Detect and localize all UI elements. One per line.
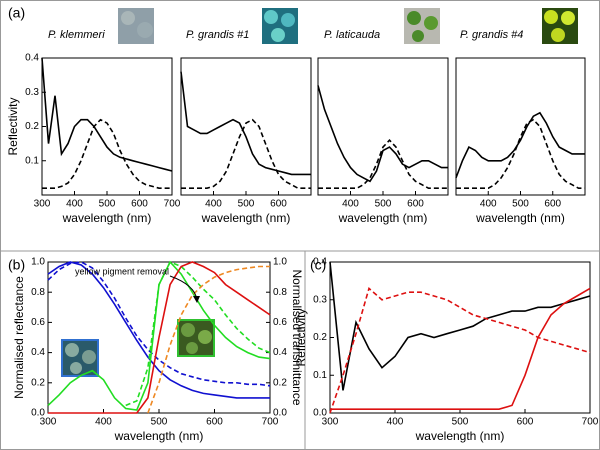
series-line — [318, 139, 448, 189]
y-tick-label: 0.4 — [25, 53, 39, 64]
plot-frame — [329, 261, 591, 414]
y2-tick-label: 0.6 — [273, 317, 287, 328]
y2-tick-label: 1.0 — [273, 257, 287, 268]
x-tick-label: 700 — [262, 417, 279, 428]
series-line — [180, 71, 311, 176]
y-axis-label: Reflectivity — [6, 97, 20, 155]
panel-label: (a) — [8, 5, 25, 21]
y-tick-label: 0.8 — [31, 287, 45, 298]
series-line — [147, 265, 270, 414]
x-axis-label: wavelength (nm) — [415, 429, 505, 443]
x-tick-label: 600 — [131, 199, 148, 210]
x-tick-label: 600 — [206, 417, 223, 428]
y-tick-label: 0.3 — [313, 294, 327, 305]
y-tick-label: 0.2 — [25, 121, 39, 132]
series-line — [48, 261, 271, 414]
chart-title: P. klemmeri — [48, 29, 105, 41]
x-tick-label: 600 — [407, 199, 424, 210]
thumbnail — [61, 319, 215, 377]
annotation: yellow pigment removal — [75, 266, 169, 276]
x-axis-label: wavelength (nm) — [201, 211, 291, 225]
y2-axis-label: Normalised transmittance — [290, 269, 304, 405]
x-tick-label: 500 — [452, 417, 469, 428]
x-tick-label: 500 — [375, 199, 392, 210]
chart-title: P. laticauda — [324, 29, 380, 41]
y-tick-label: 0.1 — [313, 370, 327, 381]
y2-tick-label: 0.0 — [273, 408, 287, 419]
x-tick-label: 300 — [34, 199, 51, 210]
x-tick-label: 300 — [40, 417, 57, 428]
x-tick-label: 500 — [99, 199, 116, 210]
y-axis-label: Normalised reflectance — [12, 276, 26, 399]
x-tick-label: 400 — [480, 199, 497, 210]
x-tick-label: 400 — [66, 199, 83, 210]
series-line — [329, 286, 591, 414]
y-tick-label: 1.0 — [31, 257, 45, 268]
panel-label: (b) — [8, 257, 25, 273]
series-line — [330, 287, 591, 410]
x-axis-label: wavelength (nm) — [475, 211, 565, 225]
x-tick-label: 600 — [544, 199, 561, 210]
panel-label: (c) — [310, 257, 326, 273]
series-line — [41, 57, 173, 172]
arrow-head — [193, 296, 200, 303]
y2-tick-label: 0.2 — [273, 377, 287, 388]
x-tick-label: 400 — [95, 417, 112, 428]
series-line — [125, 260, 271, 407]
series-line — [455, 111, 585, 179]
series-line — [181, 118, 311, 189]
y-tick-label: 0.2 — [313, 332, 327, 343]
x-tick-label: 400 — [342, 199, 359, 210]
x-tick-label: 700 — [164, 199, 181, 210]
y-tick-label: 0.0 — [313, 408, 327, 419]
x-tick-label: 400 — [387, 417, 404, 428]
y-tick-label: 0.6 — [31, 317, 45, 328]
y-tick-label: 0.1 — [25, 155, 39, 166]
chart-title: P. grandis #1 — [186, 29, 249, 41]
x-tick-label: 500 — [238, 199, 255, 210]
x-tick-label: 700 — [582, 417, 599, 428]
x-tick-label: 500 — [512, 199, 529, 210]
plot-frame — [41, 57, 173, 196]
y2-tick-label: 0.8 — [273, 287, 287, 298]
y-axis-label: Reflectivity — [294, 308, 308, 366]
y-tick-label: 0.3 — [25, 87, 39, 98]
thumbnail — [118, 8, 578, 44]
series-line — [47, 261, 270, 399]
series-line — [329, 261, 591, 391]
x-tick-label: 500 — [151, 417, 168, 428]
y-tick-label: 0.2 — [31, 377, 45, 388]
x-axis-label: wavelength (nm) — [338, 211, 428, 225]
chart-title: P. grandis #4 — [460, 29, 523, 41]
plot-frame — [317, 57, 449, 196]
series-line — [42, 118, 172, 189]
x-axis-label: wavelength (nm) — [114, 429, 204, 443]
y-tick-label: 0.0 — [31, 408, 45, 419]
x-axis-label: wavelength (nm) — [62, 211, 152, 225]
series-line — [47, 261, 271, 387]
series-line — [456, 118, 585, 189]
x-tick-label: 600 — [517, 417, 534, 428]
x-tick-label: 300 — [322, 417, 339, 428]
series-line — [317, 85, 448, 183]
x-tick-label: 600 — [270, 199, 287, 210]
y-tick-label: 0.4 — [31, 347, 45, 358]
y2-tick-label: 0.4 — [273, 347, 287, 358]
plot-frame — [455, 57, 586, 196]
x-tick-label: 400 — [205, 199, 222, 210]
y-tick-label: 0.4 — [313, 257, 327, 268]
